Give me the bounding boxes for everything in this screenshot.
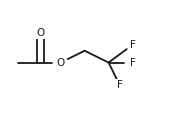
Text: O: O — [36, 28, 45, 38]
Text: F: F — [130, 58, 135, 67]
Text: F: F — [130, 40, 135, 50]
Text: O: O — [57, 58, 65, 67]
Text: F: F — [117, 80, 123, 90]
